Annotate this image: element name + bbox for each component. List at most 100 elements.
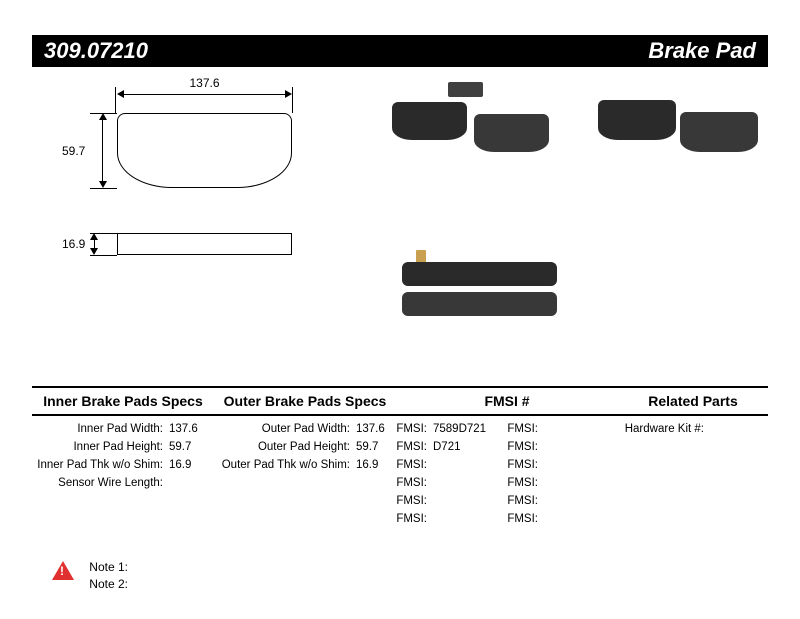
technical-diagram: 137.6 59.7 16.9 [32,85,342,305]
product-photo [448,82,483,97]
note-label: Note 1: [84,559,132,576]
spec-label: FMSI: [507,422,542,437]
spec-value [431,458,433,473]
spec-value [542,422,544,437]
inner-specs-column: Inner Pad Width:137.6 Inner Pad Height:5… [32,422,214,530]
arrow-down-icon [99,181,107,188]
dim-line [94,240,95,248]
arrow-left-icon [117,90,124,98]
page-title: Brake Pad [648,38,756,64]
spec-value: 59.7 [354,440,378,455]
width-dimension: 137.6 [117,90,292,98]
dim-extension [115,87,116,113]
arrow-right-icon [285,90,292,98]
spec-body: Inner Pad Width:137.6 Inner Pad Height:5… [32,416,768,530]
spec-label: Outer Pad Thk w/o Shim: [214,458,354,473]
spec-value [431,476,433,491]
spec-value: D721 [431,440,461,455]
spec-row: FMSI: [396,476,507,491]
dim-extension [292,87,293,113]
spec-value: 59.7 [167,440,191,455]
spec-label: FMSI: [507,494,542,509]
spec-value: 16.9 [354,458,378,473]
product-photo [474,114,549,152]
spec-label: FMSI: [396,512,431,527]
product-photo [680,112,758,152]
spec-value [542,476,544,491]
spec-row: Inner Pad Width:137.6 [32,422,214,437]
spec-row: FMSI: [507,512,618,527]
spec-row: FMSI: [507,458,618,473]
spec-value [167,476,169,491]
spec-label: FMSI: [507,512,542,527]
part-number: 309.07210 [44,38,148,64]
dim-line [102,120,103,181]
spec-label: Inner Pad Height: [32,440,167,455]
spec-row: Inner Pad Height:59.7 [32,440,214,455]
spec-value [542,440,544,455]
spec-header: Inner Brake Pads Specs Outer Brake Pads … [32,386,768,416]
spec-value: 7589D721 [431,422,486,437]
notes-section: Note 1: Note 2: [52,559,132,593]
arrow-up-icon [90,233,98,240]
spec-row: Outer Pad Width:137.6 [214,422,396,437]
spec-section: Inner Brake Pads Specs Outer Brake Pads … [32,386,768,530]
fmsi-column-a: FMSI:7589D721 FMSI:D721 FMSI: FMSI: FMSI… [396,422,507,530]
width-value: 137.6 [186,76,222,90]
spec-label: FMSI: [396,476,431,491]
spec-row: FMSI: [396,512,507,527]
spec-label: Inner Pad Thk w/o Shim: [32,458,167,473]
spec-row: FMSI: [507,422,618,437]
spec-row: FMSI: [507,494,618,509]
spec-row: FMSI: [396,458,507,473]
product-photo-area [380,82,770,352]
spec-row: FMSI:7589D721 [396,422,507,437]
product-photo [598,100,676,140]
spec-label: FMSI: [396,494,431,509]
note-row: Note 2: [84,576,132,593]
spec-row: FMSI:D721 [396,440,507,455]
product-photo [402,292,557,316]
spec-label: Outer Pad Width: [214,422,354,437]
header-bar: 309.07210 Brake Pad [32,35,768,67]
spec-row: Outer Pad Height:59.7 [214,440,396,455]
inner-specs-title: Inner Brake Pads Specs [32,393,214,409]
fmsi-title: FMSI # [396,393,618,409]
height-value: 59.7 [62,144,85,158]
spec-label: FMSI: [507,440,542,455]
spec-value [708,422,710,437]
spec-value [431,512,433,527]
spec-row: FMSI: [507,440,618,455]
spec-value [542,512,544,527]
spec-row: Hardware Kit #: [618,422,768,437]
fmsi-column: FMSI:7589D721 FMSI:D721 FMSI: FMSI: FMSI… [396,422,618,530]
dim-extension [90,188,117,189]
note-lines: Note 1: Note 2: [84,559,132,593]
spec-value: 137.6 [354,422,385,437]
related-title: Related Parts [618,393,768,409]
spec-row: Inner Pad Thk w/o Shim:16.9 [32,458,214,473]
spec-row: Outer Pad Thk w/o Shim:16.9 [214,458,396,473]
spec-value: 16.9 [167,458,191,473]
spec-label: FMSI: [396,422,431,437]
pad-side-view [117,233,292,255]
spec-value: 137.6 [167,422,198,437]
fmsi-column-b: FMSI: FMSI: FMSI: FMSI: FMSI: FMSI: [507,422,618,530]
spec-label: FMSI: [396,458,431,473]
product-photo [392,102,467,140]
thickness-dimension: 16.9 [90,233,98,255]
spec-label: FMSI: [507,476,542,491]
height-dimension: 59.7 [90,113,115,188]
spec-row: FMSI: [396,494,507,509]
spec-row: Sensor Wire Length: [32,476,214,491]
outer-specs-column: Outer Pad Width:137.6 Outer Pad Height:5… [214,422,396,530]
related-parts-column: Hardware Kit #: [618,422,768,530]
warning-icon [52,561,74,580]
outer-specs-title: Outer Brake Pads Specs [214,393,396,409]
product-photo [402,262,557,286]
arrow-up-icon [99,113,107,120]
pad-outline [117,113,292,188]
spec-label: Sensor Wire Length: [32,476,167,491]
note-label: Note 2: [84,576,132,593]
dim-line [124,94,285,95]
